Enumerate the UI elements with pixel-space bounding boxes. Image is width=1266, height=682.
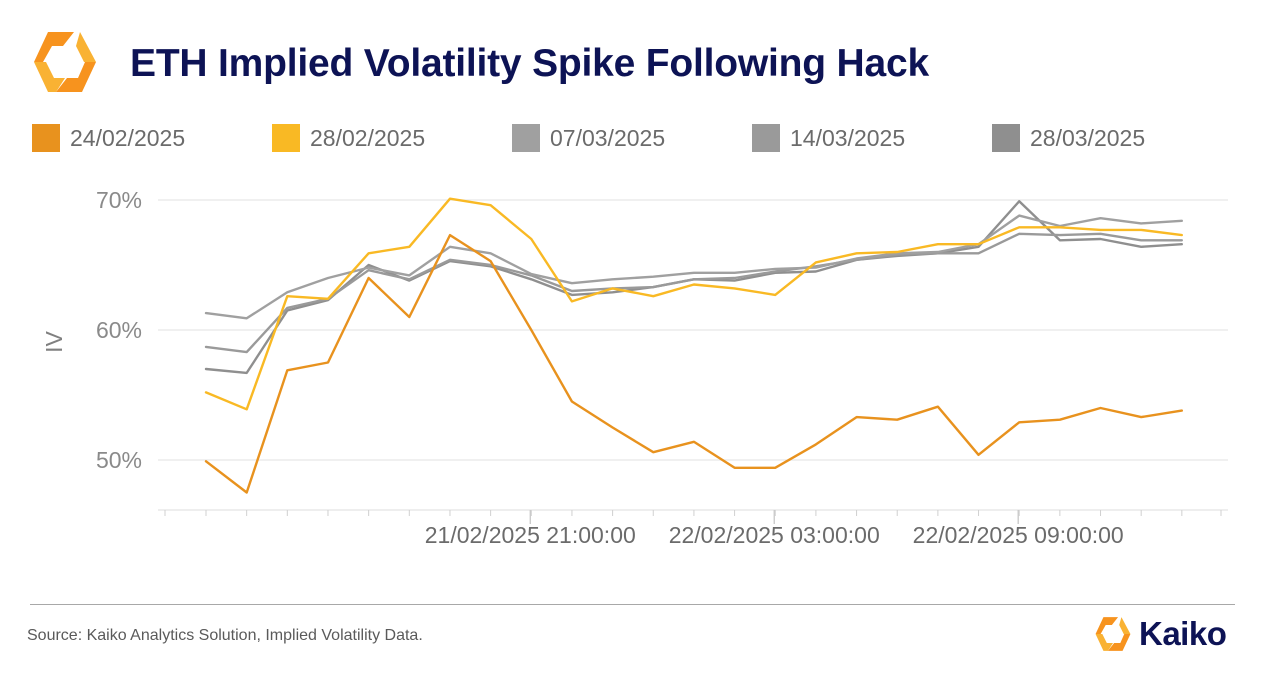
- x-tick-label: 22/02/2025 03:00:00: [669, 522, 880, 548]
- legend-swatch: [992, 124, 1020, 152]
- source-note: Source: Kaiko Analytics Solution, Implie…: [27, 627, 423, 644]
- legend-item-series-3: 07/03/2025: [512, 122, 665, 154]
- x-tick-label: 22/02/2025 09:00:00: [913, 522, 1124, 548]
- legend-label: 28/03/2025: [1030, 124, 1146, 151]
- legend-item-series-4: 14/03/2025: [752, 122, 905, 154]
- legend-item-series-2: 28/02/2025: [272, 122, 425, 154]
- brand-wordmark: Kaiko: [1139, 615, 1227, 652]
- y-tick-label: 60%: [96, 317, 142, 343]
- line-chart: 50% 60% 70% 21/02/2025 21:00:00 22/02/2025 0…: [41, 187, 1228, 548]
- x-tick-label: 21/02/2025 21:00:00: [425, 522, 636, 548]
- legend-label: 24/02/2025: [70, 124, 186, 151]
- y-tick-label: 70%: [96, 187, 142, 213]
- series-line-28/02/2025: [204, 197, 1184, 411]
- kaiko-logo-icon: [34, 32, 96, 92]
- legend-item-series-1: 24/02/2025: [32, 122, 185, 154]
- legend-swatch: [32, 124, 60, 152]
- series-line-14/03/2025: [204, 232, 1184, 354]
- series-line-24/02/2025: [204, 233, 1184, 494]
- footer-divider: [30, 604, 1235, 605]
- legend-swatch: [752, 124, 780, 152]
- legend-label: 07/03/2025: [550, 124, 666, 151]
- chart-legend: 24/02/2025 28/02/2025 07/03/2025 14/03/2…: [32, 122, 1252, 154]
- legend-label: 14/03/2025: [790, 124, 906, 151]
- kaiko-brand: Kaiko: [1093, 612, 1227, 656]
- chart-title: ETH Implied Volatility Spike Following H…: [130, 42, 929, 85]
- legend-swatch: [272, 124, 300, 152]
- kaiko-brand-icon: [1095, 617, 1131, 651]
- series-line-07/03/2025: [204, 214, 1184, 320]
- legend-item-series-5: 28/03/2025: [992, 122, 1145, 154]
- legend-label: 28/02/2025: [310, 124, 426, 151]
- legend-swatch: [512, 124, 540, 152]
- y-axis-label: IV: [41, 330, 67, 352]
- y-tick-label: 50%: [96, 447, 142, 473]
